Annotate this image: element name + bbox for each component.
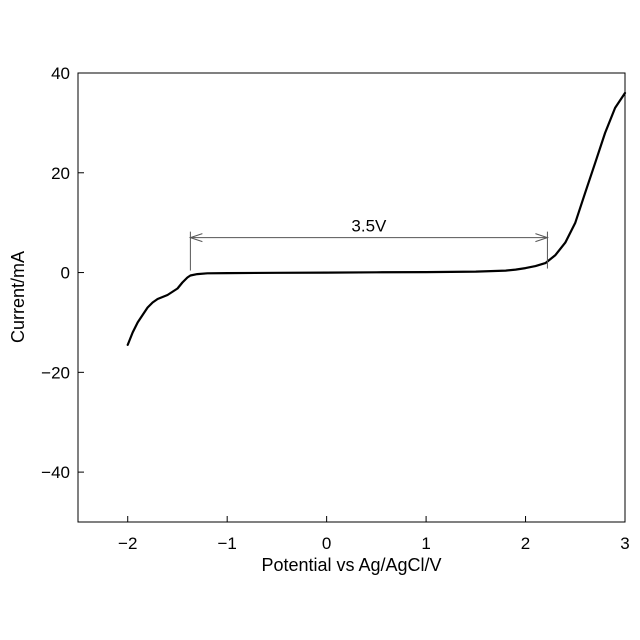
x-tick-label: 3 (620, 534, 629, 553)
x-tick-label: 1 (421, 534, 430, 553)
x-tick-label: −1 (217, 534, 236, 553)
y-axis-title: Current/mA (8, 251, 28, 343)
annotation-label: 3.5V (351, 217, 387, 236)
y-tick-label: −40 (41, 463, 70, 482)
x-tick-label: 2 (521, 534, 530, 553)
y-tick-label: 20 (51, 164, 70, 183)
x-tick-label: −2 (118, 534, 137, 553)
annotation-span: 3.5V (190, 217, 547, 271)
y-tick-label: 40 (51, 64, 70, 83)
y-tick-label: −20 (41, 363, 70, 382)
x-tick-label: 0 (322, 534, 331, 553)
x-axis-title: Potential vs Ag/AgCl/V (261, 555, 441, 575)
y-tick-label: 0 (61, 264, 70, 283)
